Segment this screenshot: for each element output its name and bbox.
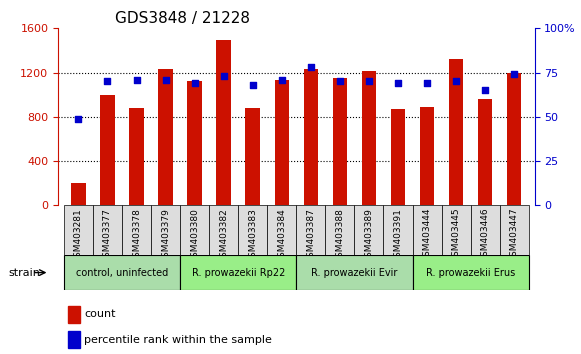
Bar	[391, 109, 406, 205]
Bar	[420, 107, 435, 205]
Point	[451, 79, 461, 84]
Bar	[180, 255, 296, 290]
Point	[510, 72, 519, 77]
Bar	[442, 205, 471, 255]
Point	[480, 87, 490, 93]
Bar	[354, 205, 383, 255]
Bar	[100, 95, 115, 205]
Bar	[67, 331, 80, 348]
Point	[74, 116, 83, 121]
Bar	[267, 205, 296, 255]
Text: control, uninfected: control, uninfected	[76, 268, 168, 278]
Bar	[449, 59, 464, 205]
Bar	[361, 72, 376, 205]
Point	[306, 64, 315, 70]
Point	[190, 80, 199, 86]
Bar	[71, 183, 86, 205]
Bar	[325, 205, 354, 255]
Text: GSM403383: GSM403383	[248, 208, 257, 263]
Bar	[413, 255, 529, 290]
Point	[335, 79, 345, 84]
Bar	[93, 205, 122, 255]
Bar	[187, 81, 202, 205]
Text: GSM403389: GSM403389	[364, 208, 374, 263]
Text: GSM403380: GSM403380	[190, 208, 199, 263]
Text: GDS3848 / 21228: GDS3848 / 21228	[115, 11, 250, 26]
Bar	[507, 73, 522, 205]
Point	[364, 79, 374, 84]
Text: GSM403444: GSM403444	[422, 208, 432, 262]
Bar	[296, 255, 413, 290]
Point	[248, 82, 257, 88]
Text: GSM403384: GSM403384	[277, 208, 286, 263]
Text: GSM403388: GSM403388	[335, 208, 345, 263]
Text: GSM403446: GSM403446	[480, 208, 490, 262]
Point	[219, 73, 228, 79]
Text: R. prowazekii Erus: R. prowazekii Erus	[426, 268, 515, 278]
Text: R. prowazekii Rp22: R. prowazekii Rp22	[192, 268, 285, 278]
Point	[161, 77, 170, 82]
Bar	[471, 205, 500, 255]
Text: percentile rank within the sample: percentile rank within the sample	[84, 335, 272, 345]
Bar	[217, 40, 231, 205]
Text: GSM403391: GSM403391	[393, 208, 403, 263]
Text: count: count	[84, 309, 116, 319]
Bar	[478, 99, 493, 205]
Bar	[122, 205, 151, 255]
Bar	[383, 205, 413, 255]
Text: GSM403445: GSM403445	[451, 208, 461, 262]
Text: R. prowazekii Evir: R. prowazekii Evir	[311, 268, 397, 278]
Bar	[67, 306, 80, 323]
Bar	[500, 205, 529, 255]
Text: GSM403382: GSM403382	[219, 208, 228, 263]
Point	[132, 77, 141, 82]
Bar	[180, 205, 209, 255]
Bar	[238, 205, 267, 255]
Bar	[158, 69, 173, 205]
Bar	[245, 108, 260, 205]
Bar	[151, 205, 180, 255]
Bar	[275, 80, 289, 205]
Bar	[64, 255, 180, 290]
Bar	[332, 78, 347, 205]
Bar	[303, 69, 318, 205]
Text: GSM403379: GSM403379	[161, 208, 170, 263]
Text: GSM403281: GSM403281	[74, 208, 83, 263]
Bar	[64, 205, 93, 255]
Point	[277, 77, 286, 82]
Text: GSM403447: GSM403447	[510, 208, 519, 262]
Text: GSM403377: GSM403377	[103, 208, 112, 263]
Bar	[130, 108, 144, 205]
Bar	[413, 205, 442, 255]
Point	[422, 80, 432, 86]
Point	[393, 80, 403, 86]
Text: GSM403387: GSM403387	[306, 208, 315, 263]
Text: GSM403378: GSM403378	[132, 208, 141, 263]
Bar	[296, 205, 325, 255]
Text: strain: strain	[9, 268, 41, 278]
Point	[103, 79, 112, 84]
Bar	[209, 205, 238, 255]
